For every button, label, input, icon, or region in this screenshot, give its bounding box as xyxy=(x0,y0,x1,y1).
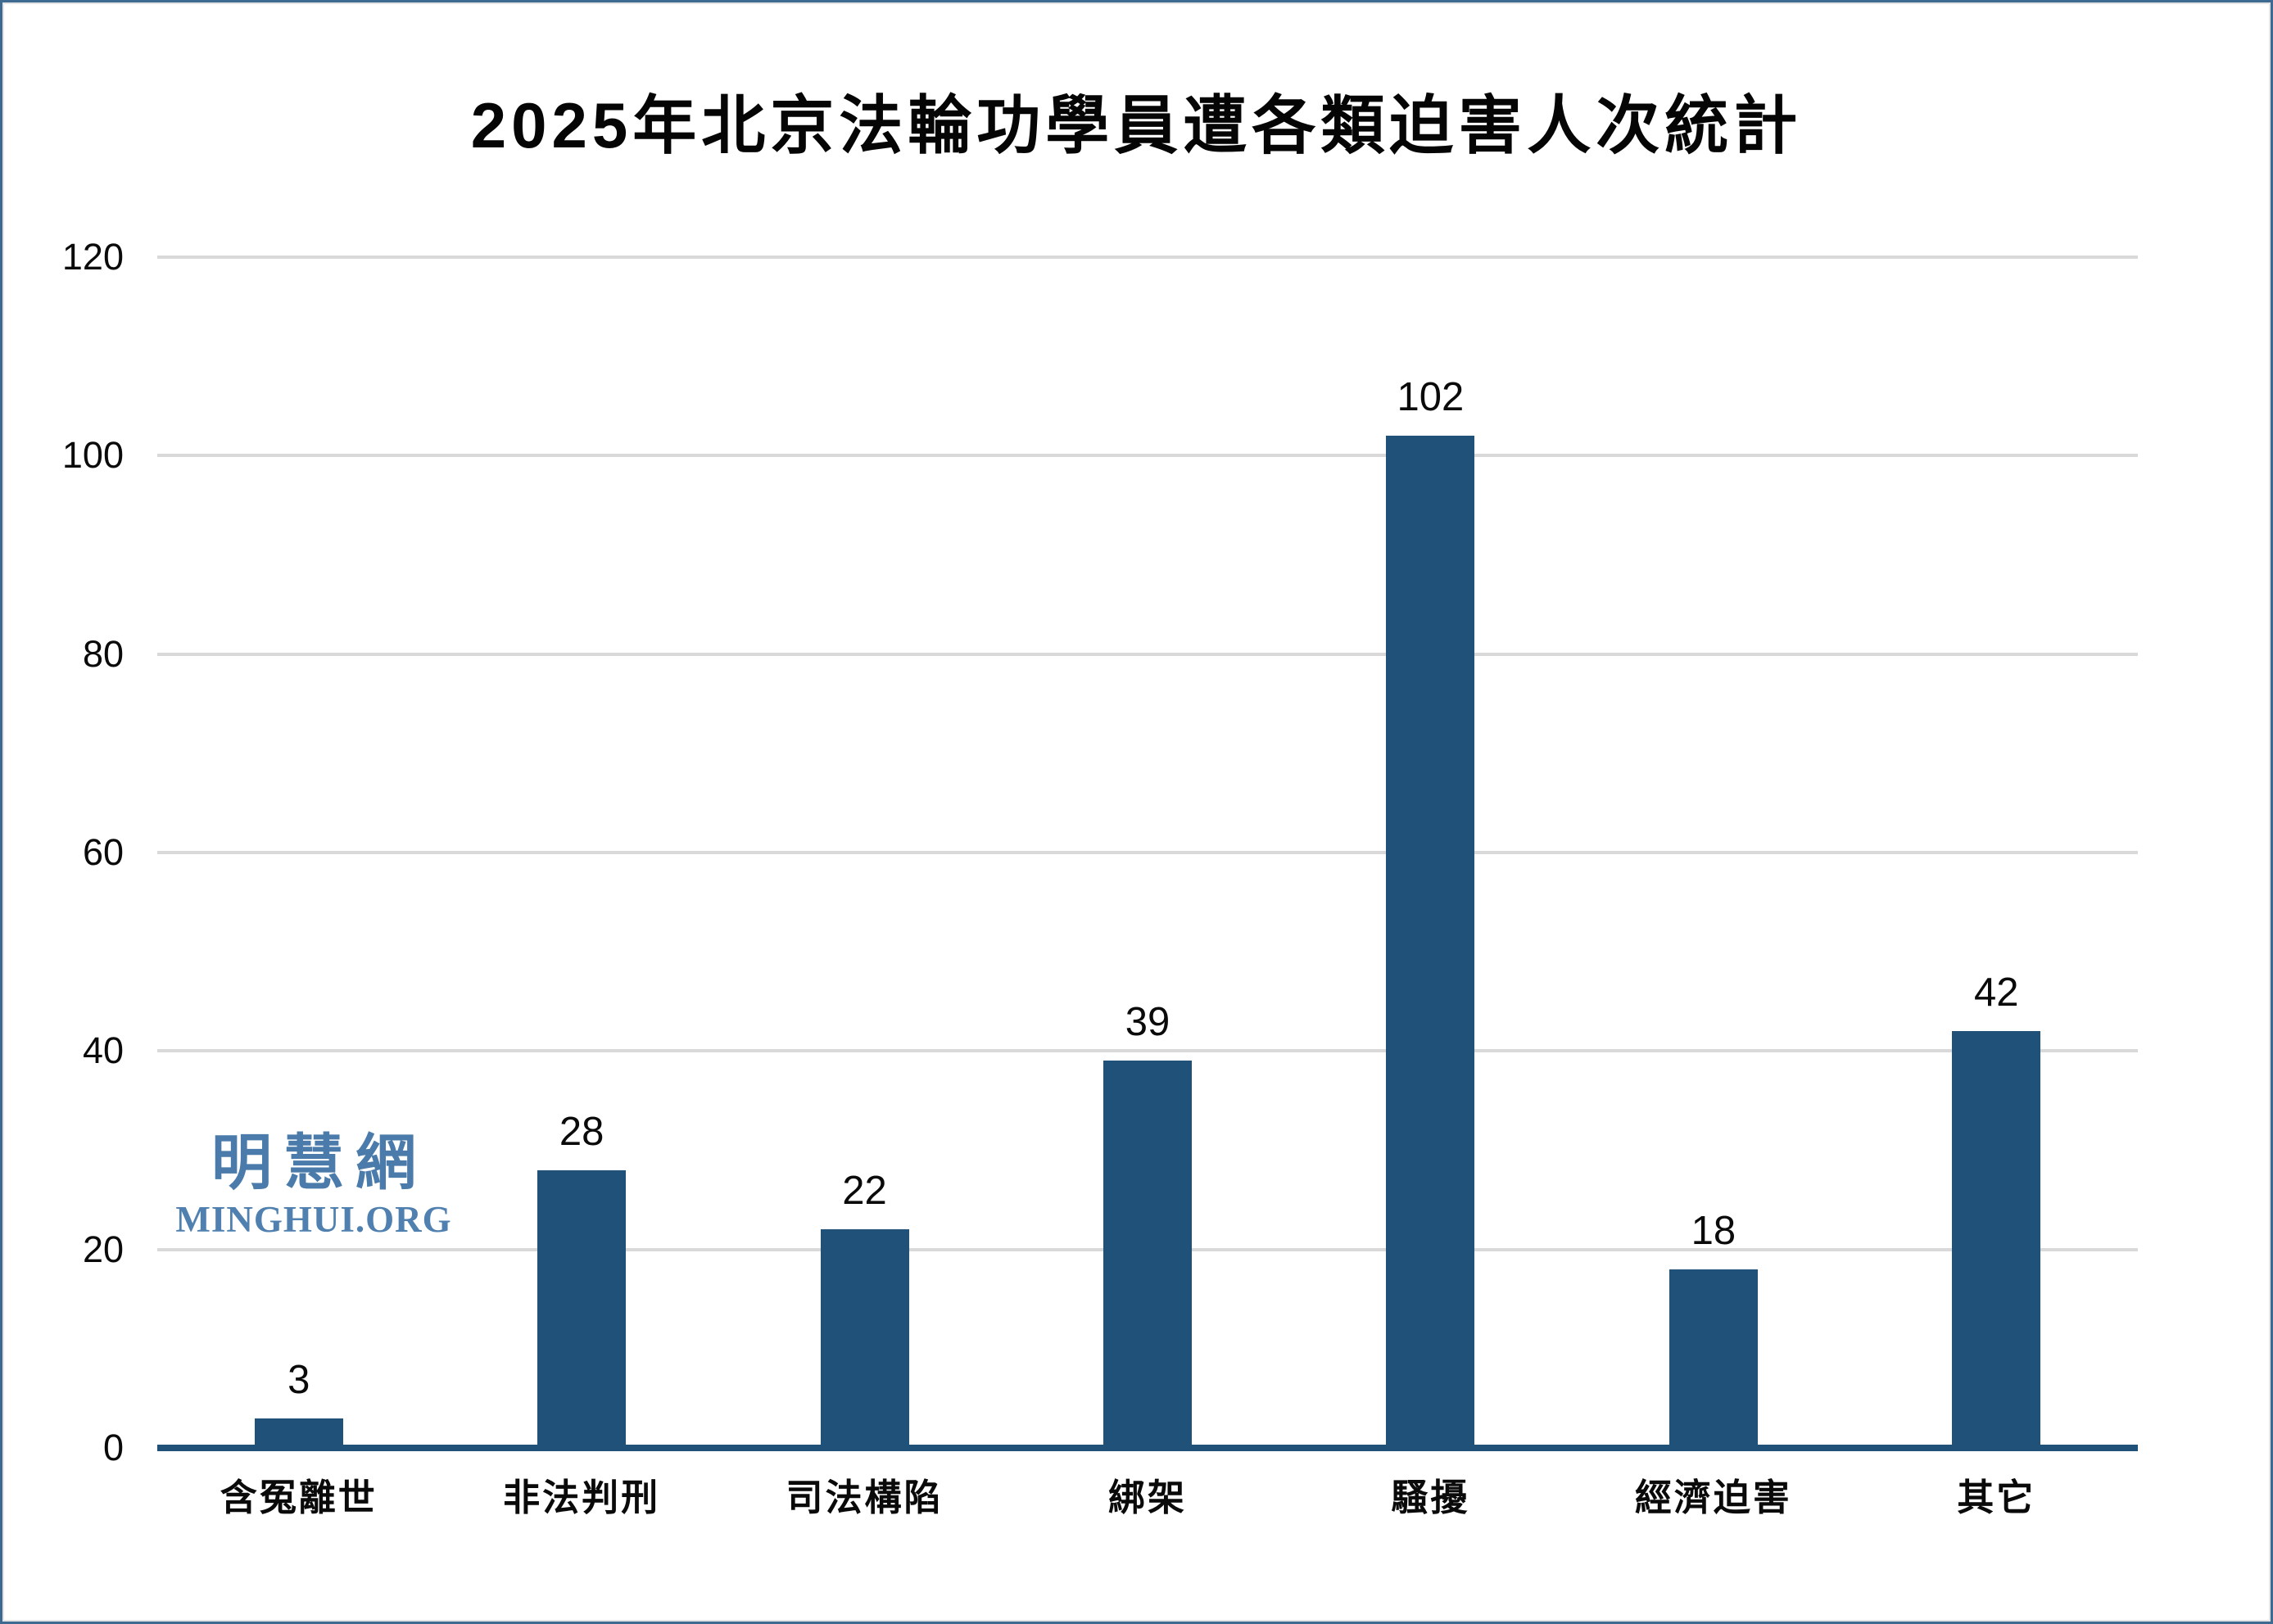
bar-value-label-2: 28 xyxy=(559,1109,604,1154)
bar-value-label-3: 22 xyxy=(842,1169,887,1214)
bar-7 xyxy=(1952,1031,2041,1448)
bar-6 xyxy=(1669,1269,1758,1448)
ytick-label-120: 120 xyxy=(61,236,124,278)
xtick-label-4: 綁架 xyxy=(1107,1477,1187,1518)
ytick-label-20: 20 xyxy=(82,1228,124,1270)
bar-value-label-7: 42 xyxy=(1974,970,2019,1016)
gridline-y-100 xyxy=(157,454,2138,458)
chart-title: 2025年北京法輪功學員遭各類迫害人次統計 xyxy=(470,89,1803,161)
minghui-watermark: 明慧網 MINGHUI.ORG xyxy=(173,1128,455,1241)
bar-1 xyxy=(254,1418,343,1448)
xtick-label-2: 非法判刑 xyxy=(503,1477,661,1518)
bar-5 xyxy=(1386,436,1475,1448)
gridline-y-80 xyxy=(157,652,2138,656)
bar-4 xyxy=(1103,1061,1192,1448)
gridline-y-120 xyxy=(157,256,2138,259)
watermark-cjk-text: 明慧網 xyxy=(211,1129,428,1197)
ytick-label-0: 0 xyxy=(102,1427,124,1468)
xtick-label-1: 含冤離世 xyxy=(220,1477,378,1518)
bar-2 xyxy=(537,1169,627,1448)
gridline-y-40 xyxy=(157,1049,2138,1053)
xtick-label-6: 經濟迫害 xyxy=(1634,1477,1792,1518)
bar-value-label-1: 3 xyxy=(288,1357,310,1402)
ytick-label-60: 60 xyxy=(82,831,124,873)
bar-value-label-5: 102 xyxy=(1397,375,1465,420)
gridline-y-60 xyxy=(157,851,2138,854)
bar-value-label-6: 18 xyxy=(1691,1208,1736,1253)
xtick-label-3: 司法構陷 xyxy=(786,1477,944,1518)
ytick-label-40: 40 xyxy=(82,1029,124,1072)
x-axis-line xyxy=(157,1445,2138,1451)
xtick-label-7: 其它 xyxy=(1957,1477,2036,1518)
bar-value-label-4: 39 xyxy=(1125,1000,1170,1045)
ytick-label-100: 100 xyxy=(61,434,124,477)
watermark-latin-text: MINGHUI.ORG xyxy=(175,1199,452,1240)
bar-3 xyxy=(820,1229,909,1448)
ytick-label-80: 80 xyxy=(82,632,124,675)
xtick-label-5: 騷擾 xyxy=(1391,1477,1470,1518)
